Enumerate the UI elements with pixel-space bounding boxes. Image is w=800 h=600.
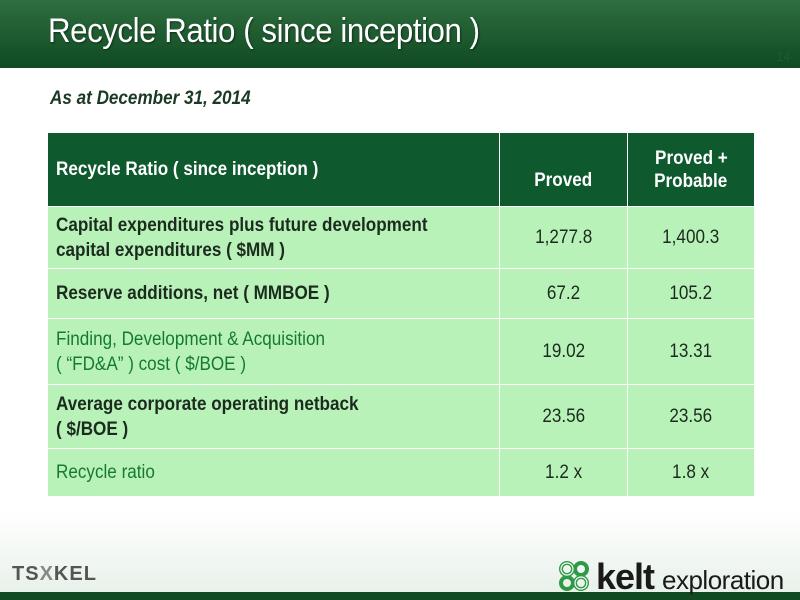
cell-proved: 1.2 x (499, 448, 628, 497)
tsx-kel-logo: TSXKEL (12, 563, 97, 585)
kelt-wordmark: kelt (596, 556, 655, 597)
table-row: Capital expenditures plus future develop… (47, 206, 755, 269)
title-bar: Recycle Ratio ( since inception ) (0, 0, 800, 68)
table-header-row: Recycle Ratio ( since inception ) Proved… (47, 132, 755, 207)
row-label: Finding, Development & Acquisition ( “FD… (47, 318, 500, 385)
header-proved: Proved (499, 132, 628, 207)
table-row: Average corporate operating netback ( $/… (47, 384, 755, 449)
row-label: Recycle ratio (47, 448, 500, 497)
cell-proved: 67.2 (499, 268, 628, 319)
row-label: Capital expenditures plus future develop… (47, 206, 500, 269)
kelt-exploration-logo: kelt exploration (556, 556, 792, 597)
row-label: Reserve additions, net ( MMBOE ) (47, 268, 500, 319)
table-row: Finding, Development & Acquisition ( “FD… (47, 318, 755, 385)
cell-proved: 1,277.8 (499, 206, 628, 269)
cell-probable: 1.8 x (627, 448, 755, 497)
header-proved-probable: Proved + Probable (627, 132, 755, 207)
cell-probable: 23.56 (627, 384, 755, 449)
table-row: Reserve additions, net ( MMBOE ) 67.2 10… (47, 268, 755, 319)
celtic-knot-icon (559, 561, 589, 591)
slide-title: Recycle Ratio ( since inception ) (48, 12, 480, 50)
table-row: Recycle ratio 1.2 x 1.8 x (47, 448, 755, 497)
footer-band (0, 512, 800, 592)
recycle-ratio-table: Recycle Ratio ( since inception ) Proved… (47, 132, 755, 497)
cell-probable: 105.2 (627, 268, 755, 319)
cell-proved: 23.56 (499, 384, 628, 449)
slide-number: 14 (776, 50, 790, 64)
exploration-wordmark: exploration (662, 565, 784, 595)
cell-probable: 1,400.3 (627, 206, 755, 269)
as-at-date: As at December 31, 2014 (50, 88, 251, 109)
footer-edge (0, 592, 800, 600)
cell-proved: 19.02 (499, 318, 628, 385)
header-label: Recycle Ratio ( since inception ) (47, 132, 500, 207)
row-label: Average corporate operating netback ( $/… (47, 384, 500, 449)
cell-probable: 13.31 (627, 318, 755, 385)
